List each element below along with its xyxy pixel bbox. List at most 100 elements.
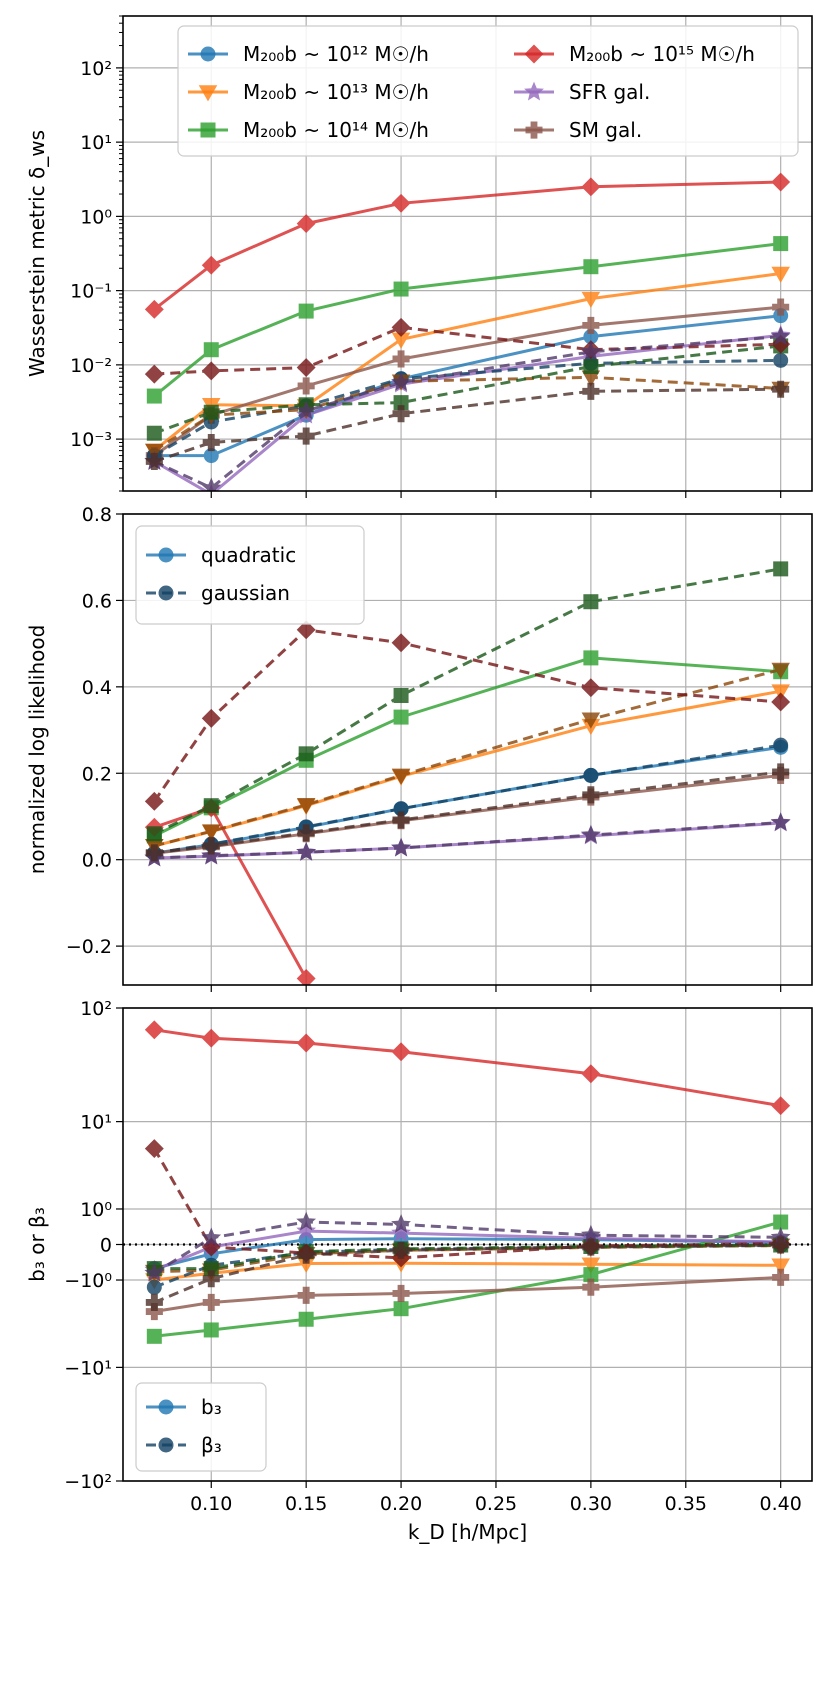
series-line [154,1028,781,1108]
data-point [146,1328,162,1344]
data-point [296,214,316,234]
data-point [392,811,410,829]
series-line [153,335,781,490]
data-point [201,845,222,865]
series-sm-dashed [145,1236,790,1311]
data-point [298,303,314,319]
data-point [296,1033,316,1053]
data-point [201,255,221,275]
legend-marker [158,1437,174,1453]
data-point [145,452,163,470]
data-point [773,737,789,753]
y-tick-label: 10⁰ [80,206,112,228]
data-point [297,824,315,842]
data-point [296,1220,317,1240]
legend-marker [158,585,174,601]
data-point [772,298,790,316]
series-line [153,242,781,398]
y-tick-label: 0.0 [82,850,112,872]
y-tick-label: −10¹ [64,1357,112,1379]
data-point [773,561,789,577]
series-m14-solid [146,236,789,404]
y-tick-label: 0 [100,1235,112,1257]
data-point [772,1268,790,1286]
data-point [201,1227,222,1247]
data-point [146,425,162,441]
series-line [153,333,781,491]
x-tick-label: 0.20 [380,1493,422,1515]
data-point [392,350,410,368]
data-point [583,594,599,610]
legend-marker [200,46,216,62]
data-point [297,1286,315,1304]
legend-label: β₃ [201,1433,222,1457]
series-line [154,1275,781,1313]
y-tick-label: −10² [64,1471,112,1493]
legend-marker [198,85,218,102]
series-line [153,668,782,848]
data-point [582,316,600,334]
series-m15-solid [144,172,791,319]
x-tick-label: 0.40 [760,1493,802,1515]
legend-label: SM gal. [569,118,642,142]
data-point [773,236,789,252]
y-tick-label: 10¹ [80,132,112,154]
data-point [581,177,601,197]
axes-frame [122,15,813,492]
series-m14-solid [146,1214,789,1344]
y-tick-label: −10⁰ [64,1270,112,1292]
legend-label: M₂₀₀b ~ 10¹⁴ M☉/h [243,118,429,142]
legend-label: gaussian [201,581,290,605]
series-line [153,1147,781,1260]
data-point [392,405,410,423]
data-point [771,1258,790,1275]
data-point [144,1139,164,1159]
data-point [393,281,409,297]
series-line [153,1220,781,1275]
data-point [296,969,316,985]
legend-marker [524,44,544,64]
series-sfr-dashed [144,812,791,867]
series-m15-solid [144,1020,791,1116]
data-point [201,824,221,841]
series-line [153,805,308,980]
x-tick-label: 0.25 [475,1493,517,1515]
data-point [201,477,222,491]
data-point [583,767,599,783]
data-point [296,358,316,378]
data-point [392,1241,410,1259]
data-point [391,633,411,653]
y-tick-label: 10⁻³ [70,429,112,451]
legend-label: M₂₀₀b ~ 10¹³ M☉/h [243,80,429,104]
y-axis-label: b₃ or β₃ [25,1207,49,1282]
data-point [393,1301,409,1317]
data-point [145,844,163,862]
series-group [144,172,791,491]
data-point [583,259,599,275]
data-point [297,427,315,445]
data-point [391,768,411,785]
data-point [146,1279,162,1295]
series-line [153,387,781,463]
series-line [153,358,781,457]
data-point [296,620,316,640]
data-point [144,1262,165,1282]
data-point [202,1293,220,1311]
legend: b₃ β₃ [135,1382,267,1472]
series-m15-dashed [144,620,791,811]
legend-marker [158,547,174,563]
series-line [154,745,781,855]
y-tick-label: 10⁻¹ [70,281,112,303]
data-point [772,1236,790,1254]
data-point [582,382,600,400]
data-point [582,1238,600,1256]
data-point [203,798,219,814]
data-point [393,687,409,703]
data-point [146,388,162,404]
series-group [144,561,791,985]
y-tick-label: 0.2 [82,763,112,785]
data-point [146,826,162,842]
data-point [202,434,220,452]
series-line [153,567,781,836]
data-point [391,317,411,337]
